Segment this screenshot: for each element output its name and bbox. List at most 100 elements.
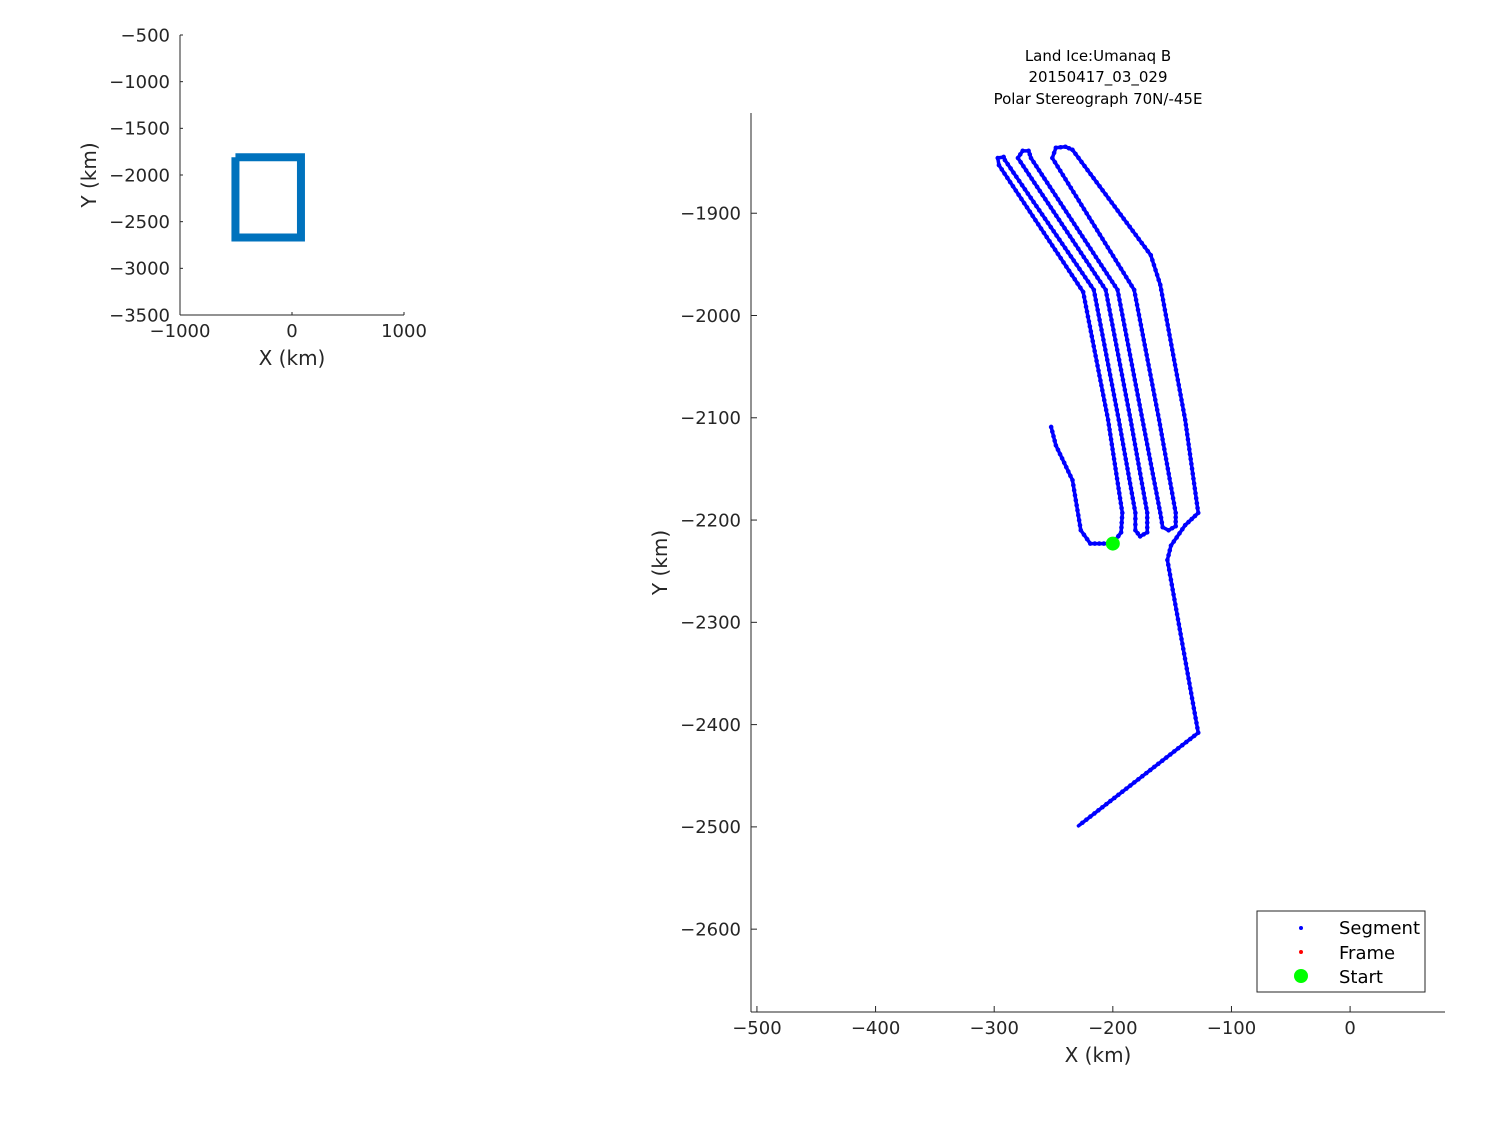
segment-point: [1055, 447, 1061, 453]
segment-point: [1083, 304, 1089, 310]
segment-point: [1133, 516, 1138, 521]
segment-point: [1145, 446, 1151, 452]
segment-point: [1045, 201, 1051, 206]
segment-point: [1138, 476, 1144, 481]
y-axis-label: Y (km): [77, 142, 101, 208]
segment-point: [1090, 250, 1096, 256]
legend-frame-marker: [1299, 950, 1303, 954]
segment-point: [1150, 257, 1155, 263]
segment-point: [1157, 510, 1163, 516]
segment-point: [1099, 262, 1104, 268]
segment-point: [1144, 510, 1150, 516]
segment-point: [1076, 517, 1082, 523]
segment-point: [1113, 257, 1118, 263]
segment-point: [1128, 783, 1133, 788]
segment-point: [1104, 352, 1109, 358]
segment-point: [1015, 155, 1021, 161]
segment-point: [1072, 492, 1078, 498]
segment-point: [1051, 209, 1056, 214]
segment-point: [1145, 248, 1151, 254]
segment-point: [1175, 616, 1181, 622]
y-tick-label: −1500: [109, 119, 170, 140]
segment-point: [1133, 522, 1138, 527]
segment-point: [1051, 150, 1057, 156]
segment-point: [1173, 367, 1179, 373]
segment-point: [1144, 520, 1150, 525]
segment-point: [1140, 773, 1145, 779]
segment-point: [1168, 337, 1173, 343]
segment-point: [1156, 500, 1161, 506]
segment-point: [1062, 225, 1067, 231]
segment-point: [1118, 500, 1124, 506]
segment-point: [1100, 804, 1105, 810]
segment-point: [1008, 166, 1013, 171]
segment-point: [1191, 481, 1197, 486]
segment-point: [1105, 297, 1110, 303]
segment-point: [1126, 476, 1132, 481]
segment-point: [1017, 152, 1023, 157]
segment-point: [1176, 382, 1182, 388]
overview-track-outline: [231, 153, 305, 242]
segment-point: [1115, 412, 1121, 418]
segment-point: [1134, 387, 1140, 393]
y-tick-label: −2500: [109, 212, 170, 233]
segment-point: [1145, 357, 1150, 363]
segment-point: [1195, 505, 1200, 511]
legend-frame-label: Frame: [1339, 943, 1395, 964]
segment-point: [1122, 451, 1128, 457]
segment-point: [1055, 196, 1061, 202]
segment-point: [1116, 417, 1122, 423]
segment-point: [1175, 746, 1181, 751]
segment-point: [1173, 602, 1178, 607]
y-tick-label: −2100: [680, 408, 741, 429]
segment-point: [1080, 234, 1085, 239]
segment-point: [1144, 442, 1150, 447]
segment-point: [1117, 362, 1123, 368]
start-marker: [1105, 536, 1120, 551]
segment-point: [1131, 372, 1137, 378]
segment-point: [1082, 163, 1087, 169]
segment-point: [1188, 690, 1194, 696]
segment-point: [1159, 292, 1165, 298]
segment-point: [1108, 437, 1114, 442]
segment-point: [1136, 397, 1141, 403]
segment-point: [1173, 515, 1179, 520]
segment-point: [1143, 500, 1148, 506]
segment-point: [1181, 412, 1187, 418]
segment-point: [1110, 387, 1116, 393]
segment-point: [1177, 626, 1183, 632]
segment-point: [1194, 720, 1199, 726]
segment-point: [1130, 432, 1136, 437]
y-tick-label: −2500: [680, 817, 741, 838]
y-tick-label: −3500: [109, 305, 170, 326]
segment-point: [1076, 198, 1082, 203]
segment-point: [1118, 530, 1124, 535]
segment-point: [1169, 582, 1175, 587]
segment-point: [1193, 495, 1199, 501]
segment-point: [1193, 491, 1198, 496]
y-axis-label: Y (km): [648, 530, 672, 596]
y-tick-label: −2000: [680, 306, 741, 327]
segment-point: [1101, 337, 1106, 343]
segment-point: [1103, 407, 1109, 413]
segment-point: [1094, 179, 1099, 185]
segment-point: [1182, 417, 1188, 423]
segment-point: [1143, 347, 1148, 353]
segment-point: [1081, 254, 1087, 260]
segment-point: [1101, 541, 1107, 546]
segment-point: [1167, 476, 1172, 481]
segment-point: [1170, 495, 1176, 501]
segment-point: [1115, 352, 1121, 358]
segment-point: [1127, 412, 1132, 418]
segment-point: [1114, 476, 1120, 481]
segment-point: [1190, 471, 1196, 477]
segment-point: [1057, 237, 1062, 242]
segment-point: [1093, 254, 1099, 260]
segment-point: [1182, 656, 1188, 662]
segment-point: [1192, 513, 1198, 519]
segment-point: [1112, 283, 1118, 289]
segment-point: [1097, 541, 1102, 546]
segment-point: [1147, 367, 1152, 373]
segment-point: [1078, 250, 1084, 256]
segment-point: [1162, 451, 1168, 457]
